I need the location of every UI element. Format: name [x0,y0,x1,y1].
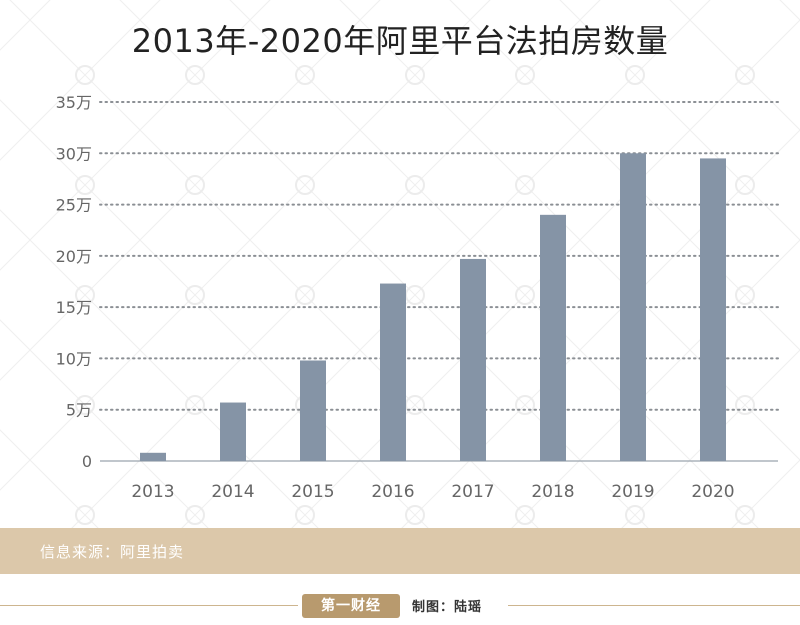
x-tick-label: 2016 [371,482,414,502]
bar [700,158,726,461]
chart-credit: 制图：陆瑶 [412,600,483,615]
y-tick-label: 5万 [66,401,92,420]
bar [220,402,246,461]
x-tick-label: 2013 [131,482,174,502]
y-tick-label: 35万 [56,93,92,112]
x-tick-label: 2014 [211,482,254,502]
source-text: 信息来源：阿里拍卖 [40,543,185,561]
bar [300,360,326,461]
x-tick-label: 2015 [291,482,334,502]
bar [540,214,566,461]
y-tick-label: 10万 [56,349,92,368]
x-tick-label: 2019 [611,482,654,502]
x-tick-label: 2020 [691,482,734,502]
bar [140,452,166,461]
bar-chart: 0 5万 10万 15万 20万 25万 30万 35万 2013 2014 2015 2016 201… [56,93,779,502]
x-tick-label: 2018 [531,482,574,502]
y-tick-label: 30万 [56,144,92,163]
bar [460,258,486,461]
x-tick-label: 2017 [451,482,494,502]
bar [380,283,406,461]
y-tick-label: 25万 [56,196,92,215]
footer-divider-left [0,605,298,606]
bar [620,153,646,462]
y-tick-label: 0 [82,452,92,471]
y-tick-label: 20万 [56,247,92,266]
footer-divider-right [508,605,800,606]
source-band: 信息来源：阿里拍卖 [0,528,800,574]
chart-title: 2013年-2020年阿里平台法拍房数量 [131,22,669,60]
y-tick-label: 15万 [56,298,92,317]
publisher-logo: 第一财经 [302,594,400,618]
